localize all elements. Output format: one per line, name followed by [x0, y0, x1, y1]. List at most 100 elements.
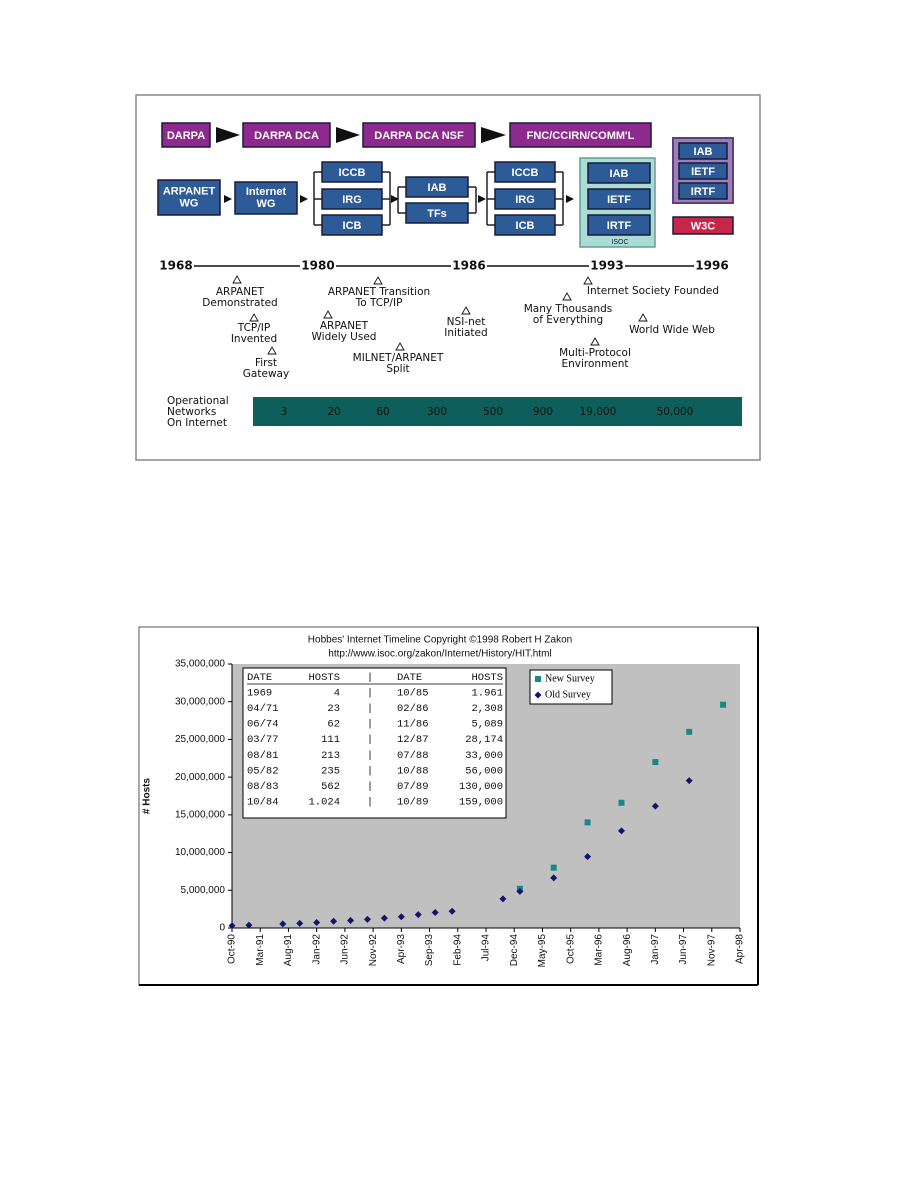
box-label: ICB [343, 220, 362, 232]
x-tick-label: Oct-90 [227, 934, 238, 964]
year: 1986 [452, 259, 485, 273]
table-cell: 05/82 [247, 765, 279, 777]
x-tick-label: Apr-93 [396, 934, 407, 964]
box-label: W3C [691, 220, 716, 232]
data-point [414, 911, 422, 919]
table-cell: 4 [334, 687, 340, 699]
milestone-marker [323, 310, 333, 319]
table-cell: 5,089 [471, 719, 503, 731]
table-cell: 159,000 [459, 797, 503, 809]
box-label: IRTF [607, 220, 632, 232]
y-tick-label: 10,000,000 [175, 847, 225, 858]
box [362, 122, 476, 148]
milestone-label: NSI-net [447, 316, 486, 328]
milestone-label: Environment [561, 358, 628, 370]
data-point [380, 914, 388, 922]
data-point [651, 802, 659, 810]
y-tick-label: 25,000,000 [175, 734, 225, 745]
box-label: IETF [607, 194, 631, 206]
table-divider: | [367, 719, 373, 731]
milestone-label: World Wide Web [629, 324, 715, 336]
data-point [397, 913, 405, 921]
x-tick-label: Aug-91 [283, 934, 294, 967]
table-cell: 02/86 [397, 703, 429, 715]
box [405, 176, 469, 198]
x-tick-label: Mar-96 [594, 934, 605, 966]
table-cell: 12/87 [397, 734, 429, 746]
table-cell: 10/88 [397, 765, 429, 777]
table-divider: | [367, 797, 373, 809]
data-point [499, 895, 507, 903]
arrow [391, 195, 399, 203]
milestone-label: of Everything [533, 314, 603, 326]
milestone-marker [232, 275, 242, 284]
table-cell: 23 [327, 703, 340, 715]
box-label: IAB [610, 168, 629, 180]
connectors [313, 171, 564, 226]
box-label: TFs [427, 208, 447, 220]
table-cell: 06/74 [247, 719, 279, 731]
bracket [313, 171, 322, 226]
table-header: DATE [247, 672, 272, 684]
arrow [300, 195, 308, 203]
table-cell: 1.961 [471, 687, 503, 699]
table-cell: 33,000 [465, 750, 503, 762]
box-label: WG [180, 197, 199, 209]
year: 1996 [695, 259, 728, 273]
milestone-label: TCP/IP [237, 322, 270, 334]
data-point [550, 864, 557, 871]
networks-bar [253, 397, 742, 426]
legend [529, 669, 613, 705]
box [321, 161, 383, 183]
box-label: IRTF [691, 186, 716, 198]
data-point [652, 759, 659, 766]
box-label: ICCB [339, 167, 366, 179]
milestone-label: First [255, 357, 277, 369]
year: 1993 [590, 259, 623, 273]
x-tick-label: Jun-97 [678, 934, 689, 965]
table-cell: 1969 [247, 687, 272, 699]
y-tick-label: 5,000,000 [181, 885, 226, 896]
table-cell: 56,000 [465, 765, 503, 777]
table-header: HOSTS [471, 672, 503, 684]
year: 1980 [301, 259, 334, 273]
chart-title: Hobbes' Internet Timeline Copyright ©199… [308, 635, 572, 646]
milestone-marker [562, 292, 572, 301]
box [587, 188, 651, 210]
data-point [431, 908, 439, 916]
legend-marker [534, 691, 542, 699]
milestone-label: MILNET/ARPANET [353, 352, 444, 364]
networks-count: 60 [376, 406, 389, 418]
arrow [336, 127, 360, 143]
milestone-marker [583, 276, 593, 285]
y-tick-label: 0 [219, 923, 225, 934]
box-label: DARPA [167, 130, 205, 142]
box [157, 179, 221, 216]
data-point [584, 853, 592, 861]
milestone-label: Many Thousands [524, 303, 613, 315]
x-tick-label: Nov-92 [368, 934, 379, 967]
networks-count: 50,000 [657, 406, 694, 418]
table-cell: 1.024 [308, 797, 340, 809]
data-point [685, 777, 693, 785]
milestone-marker [461, 306, 471, 315]
networks-label: On Internet [167, 417, 227, 429]
table-cell: 03/77 [247, 734, 279, 746]
table-cell: 2,308 [471, 703, 503, 715]
arrow [478, 195, 486, 203]
milestone-label: Demonstrated [202, 297, 277, 309]
milestone-marker [395, 342, 405, 351]
x-tick-label: Feb-94 [452, 934, 463, 966]
box-label: IRG [342, 194, 362, 206]
box-label: Internet [246, 186, 287, 198]
table-cell: 235 [321, 765, 340, 777]
box [494, 214, 556, 236]
data-point [720, 701, 727, 708]
networks-count: 20 [327, 406, 340, 418]
arrow [216, 127, 240, 143]
box [161, 122, 211, 148]
legend-label: Old Survey [545, 689, 591, 700]
milestone-label: ARPANET Transition [328, 286, 430, 298]
networks-count: 300 [427, 406, 447, 418]
